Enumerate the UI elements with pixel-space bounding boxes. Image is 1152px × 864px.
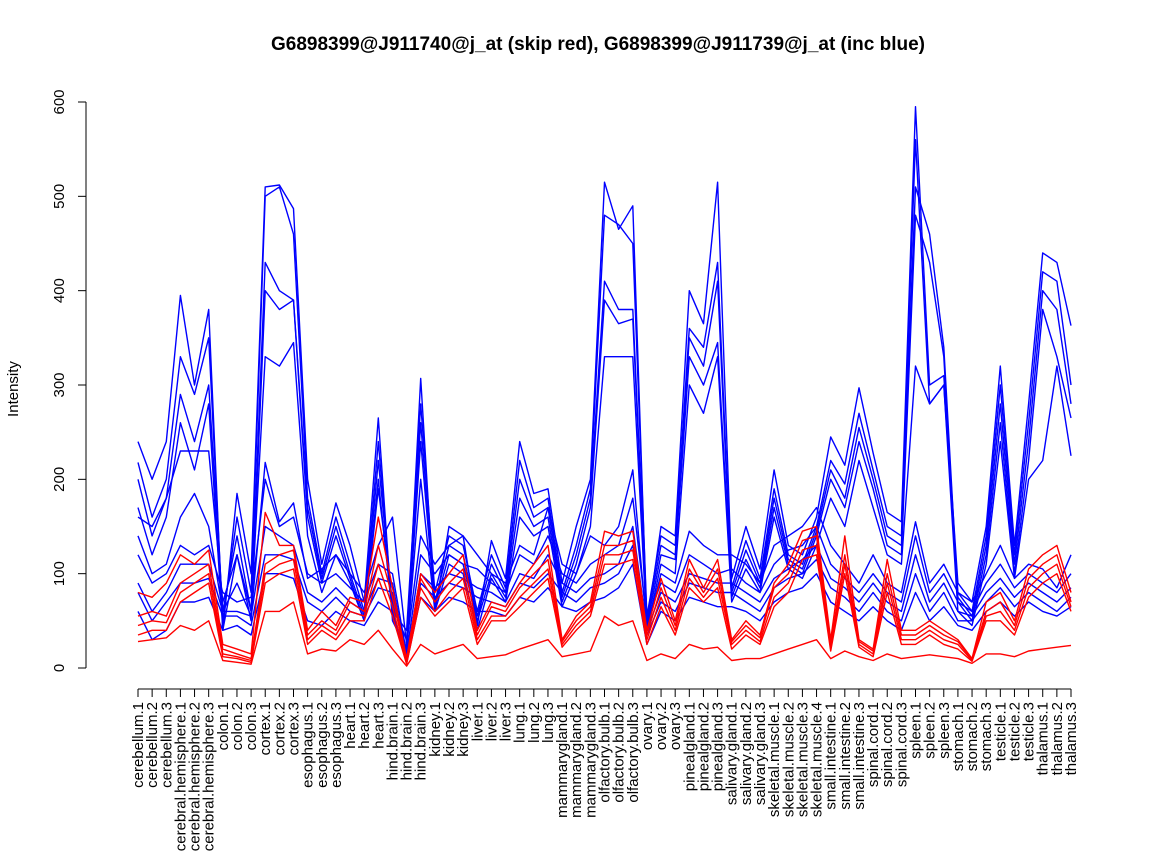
x-tick-label: testicle.3 (1021, 702, 1038, 761)
x-tick-label: heart.3 (370, 702, 387, 749)
y-tick-label: 300 (51, 372, 68, 397)
x-tick-label: kidney.3 (455, 702, 472, 757)
series-layer (137, 105, 1072, 667)
x-tick-label: pinealgland.1 (681, 702, 698, 791)
x-tick-label: stomach.1 (950, 702, 967, 771)
x-tick-label: small.intestine.1 (823, 702, 840, 810)
x-tick-label: cerebellum.2 (144, 702, 161, 788)
x-tick-label: esophagus.2 (314, 702, 331, 788)
series-line-red-4 (137, 554, 1072, 665)
x-tick-label: liver.2 (483, 702, 500, 741)
x-tick-label: spleen.2 (922, 702, 939, 759)
x-tick-label: heart.2 (356, 702, 373, 749)
x-tick-label: cerebral.hemisphere.3 (201, 702, 218, 851)
y-tick-label: 600 (51, 89, 68, 114)
x-tick-label: stomach.2 (964, 702, 981, 771)
x-tick-label: salivary.gland.3 (752, 702, 769, 805)
y-axis: 0 100 200 300 400 500 600 (51, 89, 87, 672)
x-tick-label: thalamus.3 (1063, 702, 1080, 775)
series-line-blue-3 (137, 186, 1072, 641)
series-line-blue-9 (137, 544, 1072, 660)
series-line-red-3 (137, 544, 1072, 664)
x-tick-label: skeletal.muscle.2 (780, 702, 797, 817)
series-line-red-1 (137, 511, 1072, 660)
x-tick-label: lung.1 (512, 702, 529, 743)
x-tick-label: colon.1 (215, 702, 232, 750)
series-line-blue-4 (137, 214, 1072, 650)
x-tick-label: liver.3 (498, 702, 515, 741)
series-line-blue-5 (137, 341, 1072, 650)
x-tick-label: pinealgland.3 (710, 702, 727, 791)
x-tick-label: stomach.3 (978, 702, 995, 771)
x-tick-label: esophagus.3 (328, 702, 345, 788)
x-tick-label: hind.brain.1 (384, 702, 401, 780)
y-tick-label: 400 (51, 278, 68, 303)
y-axis-label: Intensity (5, 361, 22, 417)
x-tick-label: salivary.gland.1 (724, 702, 741, 805)
x-tick-label: heart.1 (342, 702, 359, 749)
x-tick-label: thalamus.1 (1035, 702, 1052, 775)
x-tick-label: skeletal.muscle.3 (794, 702, 811, 817)
x-tick-label: lung.2 (526, 702, 543, 743)
series-line-red-5 (137, 601, 1072, 667)
x-tick-label: small.intestine.2 (837, 702, 854, 810)
x-tick-label: cerebral.hemisphere.2 (187, 702, 204, 851)
x-tick-label: cortex.1 (257, 702, 274, 755)
x-tick-label: cerebral.hemisphere.1 (172, 702, 189, 851)
x-tick-label: colon.3 (243, 702, 260, 750)
x-tick-label: hind.brain.2 (399, 702, 416, 780)
x-tick-label: kidney.1 (427, 702, 444, 757)
x-tick-label: spinal.cord.1 (865, 702, 882, 787)
x-tick-label: testicle.1 (992, 702, 1009, 761)
x-tick-label: esophagus.1 (300, 702, 317, 788)
x-tick-label: liver.1 (469, 702, 486, 741)
x-tick-label: mammarygland.2 (568, 702, 585, 818)
x-tick-label: ovary.2 (653, 702, 670, 750)
x-tick-label: olfactory.bulb.3 (625, 702, 642, 803)
x-tick-label: salivary.gland.2 (738, 702, 755, 805)
series-line-blue-1 (137, 105, 1072, 650)
x-tick-label: colon.2 (229, 702, 246, 750)
x-tick-label: ovary.1 (639, 702, 656, 750)
x-tick-label: skeletal.muscle.4 (809, 702, 826, 817)
series-line-blue-10 (137, 563, 1072, 664)
x-tick-label: spinal.cord.2 (879, 702, 896, 787)
x-tick-label: cortex.2 (271, 702, 288, 755)
chart-title: G6898399@J911740@j_at (skip red), G68983… (271, 34, 925, 55)
x-tick-label: olfactory.bulb.1 (597, 702, 614, 803)
y-tick-label: 500 (51, 184, 68, 209)
x-axis: cerebellum.1cerebellum.2cerebellum.3cere… (130, 688, 1080, 851)
x-tick-label: cortex.3 (286, 702, 303, 755)
x-tick-label: thalamus.2 (1049, 702, 1066, 775)
x-tick-label: spinal.cord.3 (893, 702, 910, 787)
series-line-red-2 (137, 535, 1072, 662)
x-tick-label: spleen.3 (936, 702, 953, 759)
x-tick-label: hind.brain.3 (413, 702, 430, 780)
x-tick-label: skeletal.muscle.1 (766, 702, 783, 817)
x-tick-label: spleen.1 (908, 702, 925, 759)
y-tick-label: 100 (51, 561, 68, 586)
x-tick-label: testicle.2 (1006, 702, 1023, 761)
x-tick-label: mammarygland.1 (554, 702, 571, 818)
x-tick-label: cerebellum.3 (158, 702, 175, 788)
y-tick-label: 200 (51, 467, 68, 492)
x-tick-label: kidney.2 (441, 702, 458, 757)
x-tick-label: lung.3 (540, 702, 557, 743)
x-tick-label: cerebellum.1 (130, 702, 147, 788)
x-tick-label: small.intestine.3 (851, 702, 868, 810)
series-line-blue-2 (137, 138, 1072, 631)
x-tick-label: olfactory.bulb.2 (611, 702, 628, 803)
y-tick-label: 0 (51, 664, 68, 672)
x-tick-label: ovary.3 (667, 702, 684, 750)
x-tick-label: mammarygland.3 (582, 702, 599, 818)
x-tick-label: pinealgland.2 (695, 702, 712, 791)
